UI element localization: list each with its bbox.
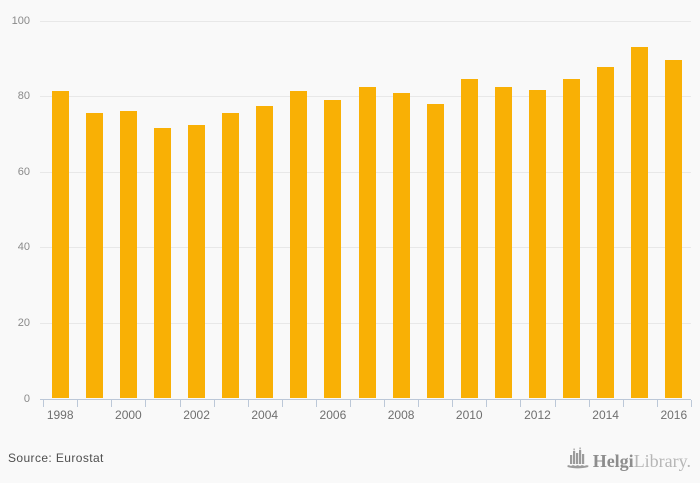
x-axis-label-2010: 2010: [455, 407, 483, 422]
logo-text-helgi: Helgi: [592, 450, 634, 471]
bar-2000[interactable]: [119, 111, 137, 399]
bar-2003[interactable]: [222, 113, 240, 399]
x-axis-tick: [77, 399, 79, 407]
bar-2011[interactable]: [494, 87, 512, 399]
x-axis-tick: [656, 399, 658, 407]
logo-text-library: Library.: [633, 450, 691, 471]
x-axis-tick: [179, 399, 181, 407]
bar-2002[interactable]: [188, 125, 206, 399]
x-axis-tick: [247, 399, 249, 407]
x-axis-label-2008: 2008: [387, 407, 415, 422]
x-axis-tick: [520, 399, 522, 407]
bar-2007[interactable]: [358, 87, 376, 399]
x-axis-tick: [145, 399, 147, 407]
x-axis-tick: [622, 399, 624, 407]
bar-2008[interactable]: [392, 93, 410, 399]
y-axis-label-20: 20: [17, 316, 30, 329]
source-label: Source: Eurostat: [8, 451, 104, 465]
bar-2009[interactable]: [426, 104, 444, 399]
x-axis-label-1998: 1998: [46, 407, 74, 422]
gridline-100: [40, 20, 691, 22]
x-axis-line: [40, 398, 691, 400]
helgi-skyline-icon: [567, 446, 589, 475]
x-axis-label-2004: 2004: [251, 407, 279, 422]
x-axis-tick: [418, 399, 420, 407]
logo-wordmark: HelgiLibrary.: [593, 450, 691, 472]
bar-2012[interactable]: [528, 90, 546, 399]
x-axis-tick: [690, 399, 692, 407]
x-axis-tick: [213, 399, 215, 407]
y-axis-label-80: 80: [17, 90, 30, 103]
x-axis-tick: [349, 399, 351, 407]
x-axis-tick: [281, 399, 283, 407]
x-axis-tick: [315, 399, 317, 407]
bar-1998[interactable]: [51, 90, 69, 399]
x-axis-label-2012: 2012: [524, 407, 551, 422]
y-axis-label-60: 60: [17, 165, 30, 178]
x-axis-tick: [452, 399, 454, 407]
x-axis-label-2006: 2006: [319, 407, 347, 422]
x-axis-label-2000: 2000: [115, 407, 142, 422]
bar-2013[interactable]: [563, 78, 581, 399]
bar-1999[interactable]: [85, 113, 103, 399]
bar-2004[interactable]: [256, 105, 274, 399]
x-axis-label-2002: 2002: [183, 407, 210, 422]
x-axis-tick: [554, 399, 556, 407]
x-axis-label-2016: 2016: [660, 407, 688, 422]
x-axis-tick: [486, 399, 488, 407]
bar-2014[interactable]: [597, 66, 615, 399]
y-axis-label-40: 40: [17, 241, 30, 254]
bar-2001[interactable]: [153, 128, 171, 399]
x-axis-label-2014: 2014: [592, 407, 619, 422]
x-axis-tick: [43, 399, 45, 407]
y-axis-label-0: 0: [23, 392, 30, 405]
x-axis-tick: [111, 399, 113, 407]
x-axis-tick: [588, 399, 590, 407]
x-axis-tick: [384, 399, 386, 407]
y-axis-label-100: 100: [11, 14, 30, 27]
bar-2006[interactable]: [324, 99, 342, 399]
bar-2016[interactable]: [665, 60, 683, 399]
bar-2005[interactable]: [290, 90, 308, 399]
bar-2015[interactable]: [631, 46, 649, 399]
bar-2010[interactable]: [460, 78, 478, 399]
helgi-library-logo[interactable]: HelgiLibrary.: [567, 446, 691, 475]
